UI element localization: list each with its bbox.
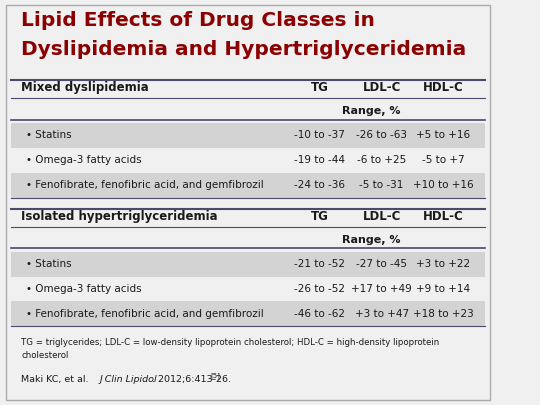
Text: • Omega-3 fatty acids: • Omega-3 fatty acids (26, 284, 141, 294)
FancyBboxPatch shape (11, 208, 485, 227)
Text: +5 to +16: +5 to +16 (416, 130, 470, 140)
FancyBboxPatch shape (11, 301, 485, 326)
Text: • Statins: • Statins (26, 259, 72, 269)
Text: • Fenofibrate, fenofibric acid, and gemfibrozil: • Fenofibrate, fenofibric acid, and gemf… (26, 180, 264, 190)
Text: Dyslipidemia and Hypertriglyceridemia: Dyslipidemia and Hypertriglyceridemia (21, 40, 467, 59)
FancyBboxPatch shape (11, 79, 485, 98)
Text: -19 to -44: -19 to -44 (294, 155, 346, 165)
Text: -27 to -45: -27 to -45 (356, 259, 407, 269)
Text: TG: TG (311, 81, 329, 94)
Text: -24 to -36: -24 to -36 (294, 180, 346, 190)
Text: Range, %: Range, % (342, 106, 401, 116)
Text: -26 to -63: -26 to -63 (356, 130, 407, 140)
FancyBboxPatch shape (11, 123, 485, 148)
Text: HDL-C: HDL-C (423, 210, 464, 223)
Text: +18 to +23: +18 to +23 (413, 309, 474, 319)
Text: LDL-C: LDL-C (362, 81, 401, 94)
Text: -46 to -62: -46 to -62 (294, 309, 346, 319)
Text: HDL-C: HDL-C (423, 81, 464, 94)
FancyBboxPatch shape (11, 173, 485, 198)
Text: Isolated hypertriglyceridemia: Isolated hypertriglyceridemia (21, 210, 218, 223)
Text: -26 to -52: -26 to -52 (294, 284, 346, 294)
Text: -6 to +25: -6 to +25 (357, 155, 406, 165)
FancyBboxPatch shape (11, 252, 485, 277)
Text: TG = triglycerides; LDL-C = low-density lipoprotein cholesterol; HDL-C = high-de: TG = triglycerides; LDL-C = low-density … (21, 339, 440, 360)
Text: +10 to +16: +10 to +16 (413, 180, 474, 190)
Text: • Omega-3 fatty acids: • Omega-3 fatty acids (26, 155, 141, 165)
Text: Maki KC, et al.: Maki KC, et al. (21, 375, 92, 384)
Text: Range, %: Range, % (342, 234, 401, 245)
Text: +9 to +14: +9 to +14 (416, 284, 470, 294)
Text: -21 to -52: -21 to -52 (294, 259, 346, 269)
Text: -10 to -37: -10 to -37 (294, 130, 345, 140)
Text: . 2012;6:413-26.: . 2012;6:413-26. (152, 375, 231, 384)
Text: -5 to -31: -5 to -31 (360, 180, 404, 190)
Text: +3 to +47: +3 to +47 (354, 309, 409, 319)
Text: Mixed dyslipidemia: Mixed dyslipidemia (21, 81, 149, 94)
Text: J Clin Lipidol: J Clin Lipidol (99, 375, 157, 384)
Text: -5 to +7: -5 to +7 (422, 155, 464, 165)
FancyBboxPatch shape (11, 148, 485, 173)
Text: • Fenofibrate, fenofibric acid, and gemfibrozil: • Fenofibrate, fenofibric acid, and gemf… (26, 309, 264, 319)
Text: Lipid Effects of Drug Classes in: Lipid Effects of Drug Classes in (21, 11, 375, 30)
Text: +3 to +22: +3 to +22 (416, 259, 470, 269)
Text: • Statins: • Statins (26, 130, 72, 140)
Text: +17 to +49: +17 to +49 (351, 284, 412, 294)
Text: LDL-C: LDL-C (362, 210, 401, 223)
FancyBboxPatch shape (11, 277, 485, 301)
Text: TG: TG (311, 210, 329, 223)
Text: [5]: [5] (210, 372, 220, 379)
